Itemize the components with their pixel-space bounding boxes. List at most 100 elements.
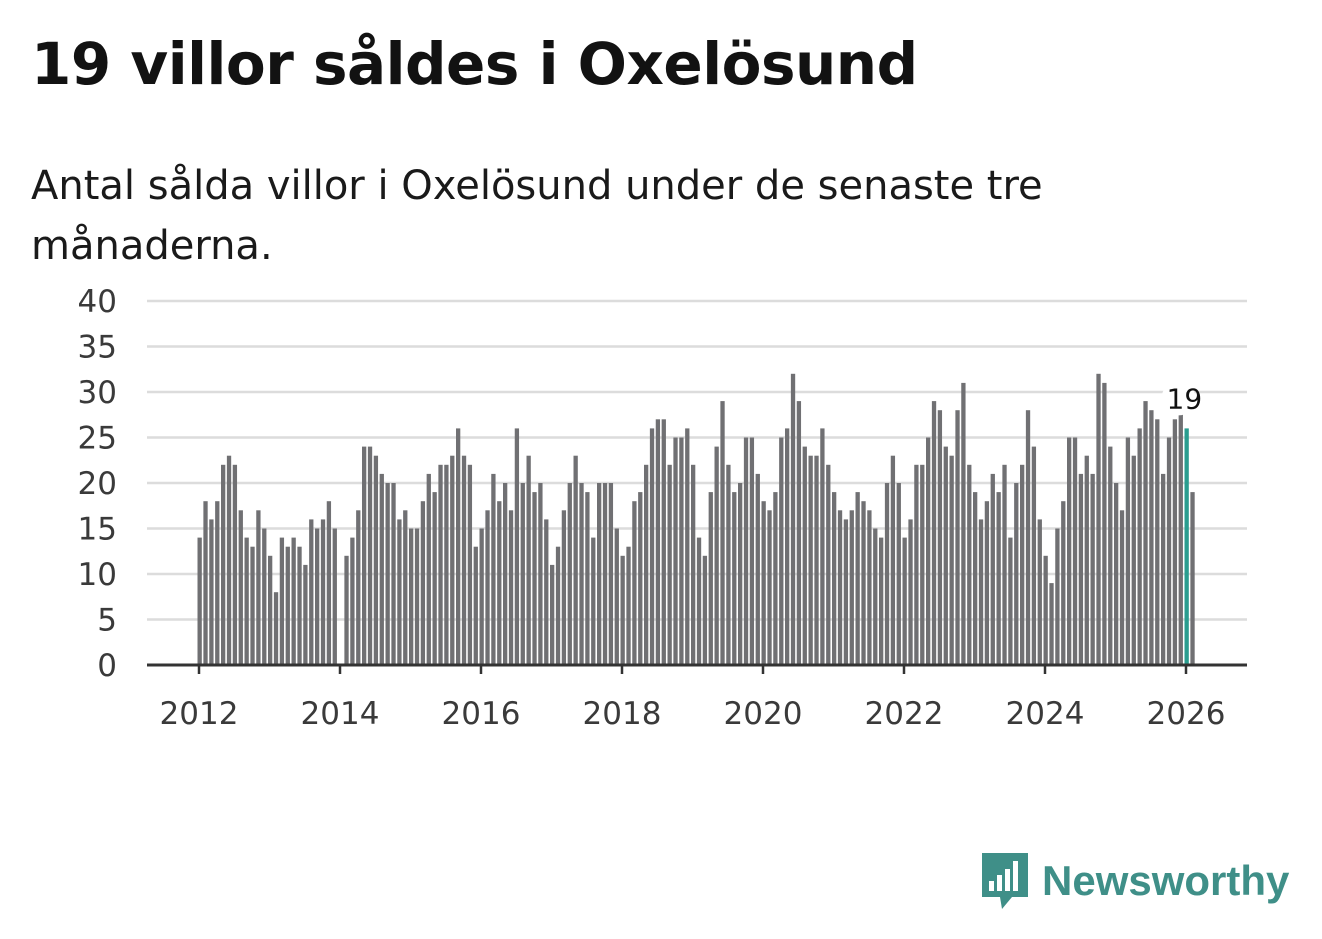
bar xyxy=(955,410,960,665)
bar xyxy=(1114,483,1119,665)
chart-title: 19 villor såldes i Oxelösund xyxy=(31,30,918,98)
bar xyxy=(197,537,202,665)
bar xyxy=(420,501,426,665)
bar xyxy=(497,501,502,665)
bar xyxy=(749,437,755,665)
y-tick-label: 20 xyxy=(78,466,117,502)
bar xyxy=(397,519,402,665)
bar xyxy=(926,437,931,665)
bar xyxy=(538,483,543,665)
bar xyxy=(1155,419,1160,665)
bar xyxy=(702,555,708,665)
bar xyxy=(520,483,525,665)
bar xyxy=(567,483,572,665)
y-tick-label: 10 xyxy=(78,557,117,593)
bar xyxy=(920,464,925,665)
bar xyxy=(984,501,990,665)
bar xyxy=(743,437,749,665)
bar xyxy=(1014,483,1019,665)
bar xyxy=(738,483,743,665)
bar xyxy=(561,510,567,665)
bar xyxy=(832,492,837,665)
bar xyxy=(908,519,913,665)
bar xyxy=(638,492,643,665)
bar xyxy=(221,464,226,665)
bar xyxy=(779,437,784,665)
bar xyxy=(708,492,713,665)
bar xyxy=(285,546,290,665)
bar xyxy=(673,437,678,665)
bar xyxy=(1002,464,1007,665)
y-tick-label: 15 xyxy=(78,512,117,548)
bar xyxy=(720,401,725,665)
bar xyxy=(1131,455,1136,665)
bar xyxy=(808,455,813,665)
bar xyxy=(796,401,802,665)
x-tick-label: 2022 xyxy=(865,696,944,732)
x-tick-label: 2016 xyxy=(442,696,521,732)
bar xyxy=(579,483,584,665)
bar xyxy=(344,555,349,665)
bar xyxy=(849,510,854,665)
bar xyxy=(679,437,684,665)
bar xyxy=(508,510,514,665)
bar xyxy=(1055,528,1060,665)
bar xyxy=(814,455,819,665)
bar xyxy=(767,510,772,665)
bar xyxy=(367,446,373,665)
bar xyxy=(1143,401,1148,665)
bar xyxy=(649,428,655,665)
bar xyxy=(268,555,273,665)
bar xyxy=(620,555,625,665)
bar xyxy=(1020,464,1025,665)
bar xyxy=(297,546,302,665)
bar xyxy=(1090,473,1095,665)
bar xyxy=(661,419,666,665)
bar xyxy=(485,510,490,665)
x-tick-label: 2014 xyxy=(301,696,380,732)
chart-subtitle: Antal sålda villor i Oxelösund under de … xyxy=(31,163,1043,269)
bar xyxy=(1025,410,1031,665)
bar xyxy=(414,528,420,665)
x-tick-label: 2018 xyxy=(583,696,662,732)
bar xyxy=(655,419,661,665)
bar xyxy=(691,464,696,665)
bar xyxy=(755,473,760,665)
newsworthy-logo-text: Newsworthy xyxy=(1042,857,1290,904)
bar xyxy=(1008,537,1013,665)
bar xyxy=(943,446,948,665)
y-tick-label: 35 xyxy=(78,330,117,366)
bar xyxy=(1125,437,1131,665)
newsworthy-logo-icon xyxy=(982,853,1028,909)
bar xyxy=(837,510,843,665)
bar xyxy=(385,483,390,665)
bar xyxy=(226,455,232,665)
bar xyxy=(1061,501,1066,665)
bar xyxy=(362,446,367,665)
bar xyxy=(1102,382,1107,665)
bar xyxy=(479,528,484,665)
bar xyxy=(555,546,561,665)
bar xyxy=(973,492,978,665)
bar xyxy=(320,519,326,665)
bar xyxy=(203,501,208,665)
x-tick-label: 2024 xyxy=(1006,696,1085,732)
x-tick-label: 2026 xyxy=(1147,696,1226,732)
bar xyxy=(1096,373,1101,665)
bar xyxy=(444,464,449,665)
bar xyxy=(826,464,831,665)
bar xyxy=(1108,446,1113,665)
y-tick-label: 5 xyxy=(97,603,117,639)
bar xyxy=(978,519,984,665)
bar xyxy=(608,483,614,665)
bar xyxy=(279,537,285,665)
bar xyxy=(896,483,901,665)
bar xyxy=(1043,555,1048,665)
bar xyxy=(726,464,731,665)
bar xyxy=(544,519,549,665)
bar-highlight xyxy=(1184,428,1189,665)
bar xyxy=(949,455,954,665)
bar xyxy=(491,473,496,665)
